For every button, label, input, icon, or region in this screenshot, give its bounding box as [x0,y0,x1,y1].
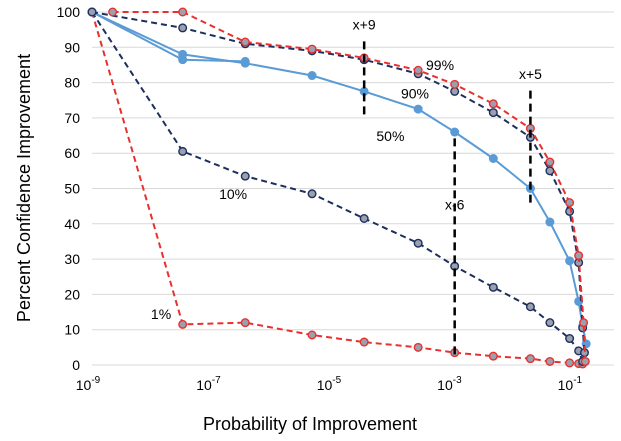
x-tick-exponent: -9 [91,375,100,386]
data-point [307,71,317,81]
y-tick-label-40: 40 [64,216,80,232]
data-point [178,55,188,65]
x-tick-label: 10-9 [76,375,101,393]
x-tick-label: 10-1 [558,375,583,393]
data-point [525,302,535,312]
annotation-layer: x+9 x+5 x-6 [353,17,542,355]
y-tick-label-60: 60 [64,145,80,161]
y-tick-label-0: 0 [72,357,80,373]
data-point [545,318,555,328]
data-point [87,7,97,17]
data-point [359,214,369,224]
y-tick-label-20: 20 [64,286,80,302]
y-tick-label-10: 10 [64,322,80,338]
data-point [488,282,498,292]
data-point [413,104,423,114]
annotation-label: x+9 [353,17,376,33]
data-point [545,157,555,167]
series-label: 99% [426,57,454,73]
data-point [450,79,460,89]
x-tick-base: 10 [558,377,574,393]
x-tick-exponent: -1 [573,375,582,386]
data-point [178,146,188,156]
x-axis-ticks: 10-9 10-7 10-5 10-3 10-1 [76,375,583,393]
series-99pct-5 [108,7,590,366]
data-point [545,166,555,176]
x-tick-exponent: -7 [212,375,221,386]
data-point [574,251,584,261]
data-point [488,351,498,361]
x-tick-base: 10 [437,377,453,393]
x-tick-exponent: -3 [453,375,462,386]
data-point [565,358,575,368]
series-line [91,11,586,353]
data-point [565,198,575,208]
data-point [565,206,575,216]
y-tick-label-100: 100 [57,4,81,20]
data-point [488,99,498,109]
data-point [525,354,535,364]
y-tick-label-50: 50 [64,181,80,197]
data-point [413,342,423,352]
x-tick-base: 10 [76,377,92,393]
series-50pct-2 [87,7,591,349]
data-point [240,37,250,47]
series-label: 1% [151,306,171,322]
series-layer [87,7,591,369]
y-axis-ticks: 0 10 20 30 40 50 60 70 80 90 100 [57,4,81,373]
y-tick-label-70: 70 [64,110,80,126]
data-point [488,153,498,163]
series-label: 50% [376,128,404,144]
data-point [307,44,317,54]
data-point [359,337,369,347]
series-90pct-4 [87,7,589,358]
data-point [178,319,188,329]
data-point [178,7,188,17]
data-point [413,238,423,248]
series-line [112,11,587,362]
data-point [565,334,575,344]
series-label: 90% [401,85,429,101]
data-point [108,7,118,17]
x-tick-exponent: -5 [332,375,341,386]
y-axis-title: Percent Confidence Improvement [14,54,34,322]
x-tick-label: 10-5 [317,375,342,393]
x-axis-title: Probability of Improvement [203,414,417,434]
x-tick-base: 10 [317,377,333,393]
x-tick-label: 10-7 [196,375,221,393]
y-tick-label-30: 30 [64,251,80,267]
data-point [240,171,250,181]
x-tick-label: 10-3 [437,375,462,393]
annotation-label: x-6 [445,197,465,213]
data-point [178,23,188,33]
data-point [579,318,589,328]
series-line [91,11,246,63]
data-point [450,127,460,137]
y-tick-label-90: 90 [64,39,80,55]
series-label-layer: 99% 90% 50% 10% 1% [151,57,454,322]
annotation-label: x+5 [519,66,542,82]
series-10pct-1 [87,7,588,366]
data-point [565,256,575,266]
series-line [91,11,588,344]
data-point [307,330,317,340]
data-point [413,65,423,75]
data-point [240,56,250,66]
series-90pct-3 [87,7,250,66]
y-tick-label-80: 80 [64,75,80,91]
data-point [580,356,590,366]
data-point [307,189,317,199]
data-point [545,217,555,227]
data-point [488,108,498,118]
data-point [240,318,250,328]
series-label: 10% [219,186,247,202]
x-tick-base: 10 [196,377,212,393]
data-point [545,356,555,366]
